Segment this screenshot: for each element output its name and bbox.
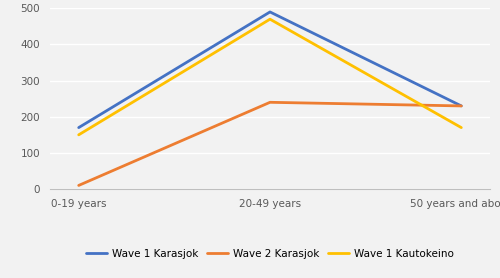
Line: Wave 1 Kautokeino: Wave 1 Kautokeino <box>78 19 462 135</box>
Wave 1 Kautokeino <box>458 126 464 129</box>
Line: Wave 2 Karasjok: Wave 2 Karasjok <box>78 102 462 185</box>
Wave 1 Karasjok <box>458 104 464 108</box>
Wave 1 Karasjok <box>267 10 273 14</box>
Wave 2 Karasjok <box>458 104 464 108</box>
Legend: Wave 1 Karasjok, Wave 2 Karasjok, Wave 1 Kautokeino: Wave 1 Karasjok, Wave 2 Karasjok, Wave 1… <box>82 245 458 264</box>
Wave 1 Karasjok <box>76 126 82 129</box>
Wave 2 Karasjok <box>267 101 273 104</box>
Wave 2 Karasjok <box>76 184 82 187</box>
Wave 1 Kautokeino <box>267 18 273 21</box>
Line: Wave 1 Karasjok: Wave 1 Karasjok <box>78 12 462 128</box>
Wave 1 Kautokeino <box>76 133 82 136</box>
